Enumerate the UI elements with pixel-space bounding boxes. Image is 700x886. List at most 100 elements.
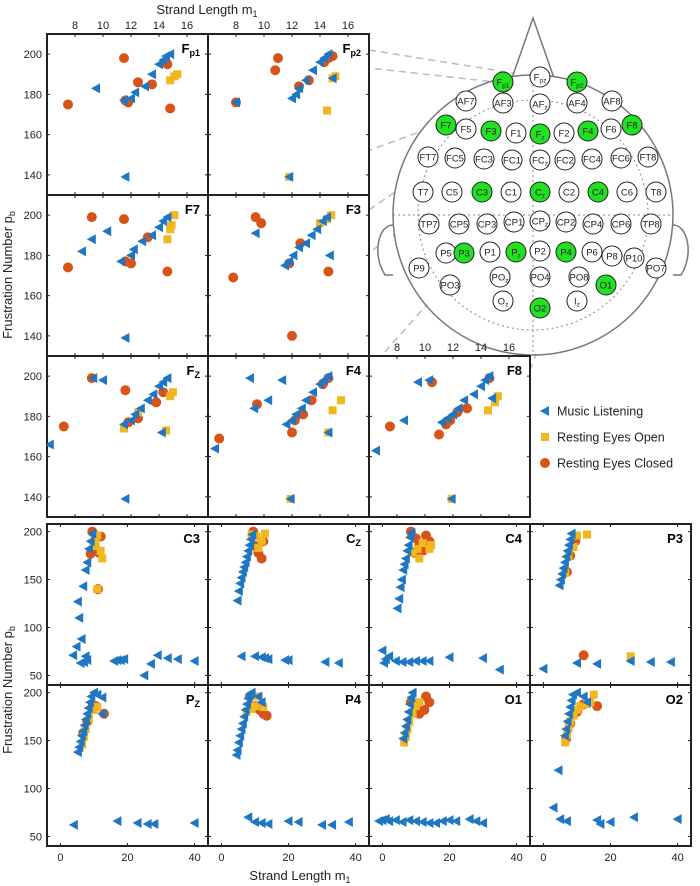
electrode-label: FT8 [640, 153, 657, 164]
x-tick-label: 12 [447, 342, 459, 354]
panel-label: P4 [345, 692, 362, 707]
music-point [112, 816, 122, 827]
x-tick-label: 20 [443, 852, 455, 864]
closed-point [126, 258, 136, 269]
electrode-po7: PO7 [645, 257, 667, 279]
points-p3 [538, 528, 675, 674]
music-point [384, 816, 394, 827]
music-point [120, 171, 130, 182]
panel-label: PZ [186, 692, 201, 709]
music-point [592, 658, 602, 669]
electrode-fz: Fz [529, 123, 551, 145]
music-point [233, 737, 243, 748]
music-point [327, 819, 337, 830]
closed-point [261, 710, 272, 721]
electrode-label: C5 [446, 188, 458, 199]
music-point [566, 695, 576, 706]
panel-o2: 0 20 40 O2 [529, 684, 692, 864]
panel-fz: 140 160 180 200 FZ [24, 355, 209, 518]
points-fz [47, 373, 177, 504]
music-point [172, 654, 182, 665]
open-point [166, 392, 175, 401]
open-point [569, 711, 578, 720]
open-point [484, 406, 492, 415]
music-point [469, 389, 478, 400]
electrode-label: CP3 [478, 220, 496, 231]
electrode-circle [489, 266, 511, 288]
legend-label: Resting Eyes Closed [557, 457, 673, 471]
electrode-pz: Pz [505, 241, 527, 263]
music-point [244, 540, 254, 551]
music-point [140, 81, 149, 92]
electrode-cp1: CP1 [503, 211, 525, 233]
electrode-label: C3 [476, 188, 488, 199]
music-point [128, 244, 138, 255]
music-point [395, 582, 405, 593]
music-point [548, 802, 558, 813]
music-point [301, 75, 310, 86]
closed-point [287, 427, 297, 438]
electrode-t8: T8 [645, 181, 667, 203]
music-point [451, 816, 461, 827]
music-point [293, 817, 303, 828]
music-point [398, 565, 408, 575]
music-point [236, 651, 246, 662]
music-point [77, 246, 86, 257]
music-point [403, 540, 413, 551]
panel-p3: P3 [529, 523, 692, 686]
music-point [476, 381, 485, 392]
music-point [97, 692, 107, 703]
electrode-label: FC2 [556, 156, 574, 167]
electrode-label: PO4 [530, 273, 549, 284]
panel-label: CZ [346, 531, 361, 548]
electrode-label: Oz [498, 297, 509, 309]
music-point [377, 645, 387, 656]
music-point [263, 395, 273, 406]
music-point [120, 332, 130, 343]
electrode-circle [479, 241, 501, 263]
electrode-label: AF7 [457, 97, 474, 108]
y-tick-label: 150 [24, 575, 42, 587]
electrode-circle [529, 93, 551, 115]
electrode-tp8: TP8 [640, 213, 662, 235]
electrode-circle [444, 147, 466, 169]
y-tick-label: 100 [24, 784, 42, 796]
electrode-cpz: CPz [529, 210, 551, 232]
music-point [237, 718, 247, 729]
panel-o1: 0 20 40 O1 [368, 684, 531, 864]
music-point [317, 819, 327, 830]
electrode-f6: F6 [600, 118, 622, 140]
music-point [256, 818, 266, 828]
music-point [47, 439, 54, 450]
music-point [82, 557, 92, 568]
music-point [562, 716, 572, 727]
music-point [126, 250, 135, 261]
electrode-label: P2 [534, 247, 546, 258]
music-point [135, 403, 145, 414]
electrode-circle [623, 247, 645, 269]
electrode-circle [417, 146, 439, 168]
music-point [424, 818, 434, 828]
music-point [137, 236, 147, 247]
music-point [78, 726, 88, 736]
music-point [80, 565, 90, 575]
electrode-label: TP8 [642, 220, 659, 231]
panel-fp2: 8 10 12 14 16 Fp2 [207, 20, 370, 196]
music-point [301, 395, 310, 406]
electrode-label: CP5 [450, 220, 468, 231]
music-point [317, 216, 327, 227]
music-point [407, 687, 417, 698]
open-point [400, 738, 409, 747]
electrode-label: C6 [621, 188, 633, 199]
music-point [287, 415, 296, 426]
music-point [288, 250, 298, 261]
music-point [453, 403, 463, 414]
music-point [578, 691, 588, 702]
electrode-circle [610, 213, 632, 235]
music-point [87, 528, 97, 539]
music-point [284, 171, 294, 182]
panel-frame [529, 523, 692, 686]
x-tick-label: 16 [342, 20, 354, 32]
electrode-circle [553, 122, 575, 144]
electrode-label: F4 [582, 127, 593, 138]
